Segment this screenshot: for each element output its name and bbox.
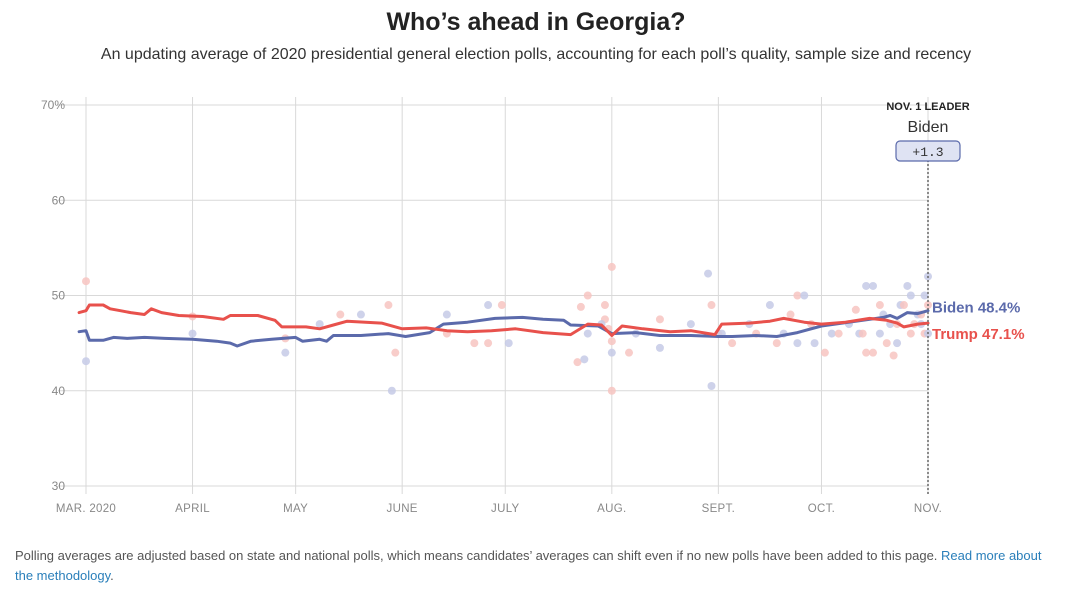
poll-dot-biden [315,320,324,329]
poll-dot-biden [655,343,664,352]
poll-dot-biden [800,291,809,300]
poll-dot-trump [576,302,585,311]
end-label-biden: Biden 48.4% [932,300,1020,317]
x-tick-label: MAY [283,503,308,515]
footer-end: . [110,568,114,583]
y-tick-label: 70% [41,98,65,112]
end-label-trump: Trump 47.1% [932,326,1025,343]
poll-dot-trump [820,348,829,357]
page-subtitle: An updating average of 2020 presidential… [100,46,972,63]
x-tick-label: AUG. [597,503,626,515]
methodology-note: Polling averages are adjusted based on s… [15,546,1045,586]
poll-dot-biden [862,281,871,290]
leader-margin-box [895,140,961,162]
poll-dot-biden [356,310,365,319]
poll-dot-trump [889,351,898,360]
poll-dot-trump [834,329,843,338]
poll-dot-trump [607,386,616,395]
y-tick-label: 30 [52,479,66,493]
leader-margin: +1.3 [912,145,943,160]
poll-dot-trump [82,277,90,286]
poll-dot-biden [82,357,90,366]
poll-dot-trump [707,301,716,310]
poll-dot-biden [920,291,929,300]
poll-dot-biden [893,339,902,348]
poll-dot-biden [704,269,713,278]
poll-dot-biden [583,329,592,338]
y-tick-label: 50 [52,289,66,303]
poll-dot-biden [484,301,493,310]
poll-dot-biden [188,329,197,338]
poll-dot-biden [607,348,616,357]
poll-dot-trump [858,329,867,338]
poll-dot-biden [810,339,819,348]
poll-dot-biden [281,348,290,357]
poll-dot-trump [497,301,506,310]
x-tick-label: JULY [491,503,519,515]
poll-dot-trump [336,310,345,319]
poll-dot-trump [875,301,884,310]
poll-dot-trump [583,291,592,300]
poll-dot-biden [387,386,396,395]
methodology-link[interactable]: Read more about the methodology [15,548,1042,583]
series-lines [77,303,930,348]
y-tick-label: 40 [52,384,66,398]
x-tick-label: APRIL [175,503,210,515]
poll-dot-trump [384,301,393,310]
poll-dot-trump [573,358,582,367]
series-end-labels: Biden 48.4% Trump 47.1% [932,300,1025,343]
poll-dot-trump [625,348,634,357]
poll-dot-trump [906,329,915,338]
poll-dots [82,262,932,395]
poll-dot-trump [793,291,802,300]
poll-dot-trump [470,339,479,348]
poll-dot-trump [786,310,795,319]
poll-dot-trump [869,348,878,357]
y-tick-label: 60 [52,193,66,207]
poll-dot-biden [793,339,802,348]
poll-dot-trump [607,337,616,346]
series-line-trump [77,303,930,337]
y-axis-ticks: 70% 60 50 40 30 [41,98,65,493]
poll-dot-biden [580,355,589,364]
leader-marker: NOV. 1 LEADER Biden +1.3 [886,101,970,496]
poll-dot-trump [862,348,871,357]
poll-dot-trump [882,339,891,348]
series-line-biden [77,309,930,348]
poll-dot-trump [391,348,400,357]
poll-dot-trump [655,315,664,324]
poll-dot-biden [827,329,836,338]
poll-dot-biden [707,381,716,390]
polling-average-chart: 70% 60 50 40 30 MAR. 2020 APRIL MAY JUNE JULY AUG… [41,97,1025,515]
x-tick-label: JUNE [387,503,418,515]
poll-dot-biden [765,301,774,310]
footer-text: Polling averages are adjusted based on s… [15,548,942,563]
poll-dot-trump [728,339,737,348]
poll-dot-biden [875,329,884,338]
x-axis-ticks: MAR. 2020 APRIL MAY JUNE JULY AUG. SEPT. OCT. NO… [56,503,942,515]
poll-dot-trump [607,262,616,271]
leader-name: Biden [908,119,949,136]
poll-dot-trump [772,339,781,348]
leader-heading: NOV. 1 LEADER [886,101,969,113]
grid-lines [58,97,929,494]
poll-dot-biden [869,281,878,290]
x-tick-label: NOV. [914,503,942,515]
poll-dot-trump [600,301,609,310]
poll-dot-trump [851,305,860,314]
poll-dot-biden [686,320,695,329]
x-tick-label: OCT. [808,503,835,515]
x-tick-label: MAR. 2020 [56,503,116,515]
poll-dot-biden [906,291,915,300]
poll-dot-trump [899,301,908,310]
page-title: Who’s ahead in Georgia? [386,8,686,36]
poll-dot-biden [442,310,451,319]
x-tick-label: SEPT. [702,503,735,515]
poll-dot-trump [484,339,493,348]
poll-dot-biden [903,281,912,290]
poll-dot-biden [504,339,513,348]
